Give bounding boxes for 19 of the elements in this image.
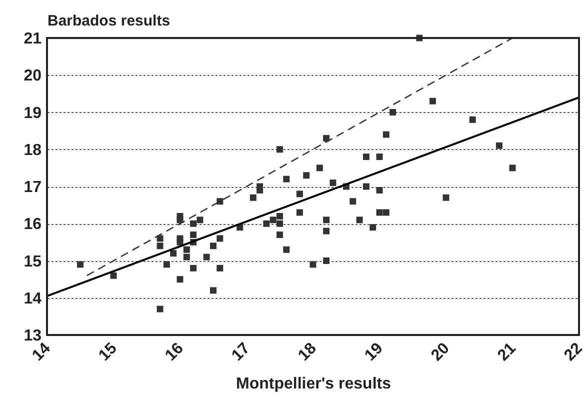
x-tick-label: 20	[428, 340, 453, 364]
x-axis-title: Montpellier's results	[236, 376, 392, 393]
y-tick-label: 15	[24, 253, 42, 270]
y-tick-label: 20	[24, 68, 42, 85]
y-tick-label: 19	[24, 104, 42, 122]
y-axis-title: Barbados results	[48, 12, 170, 30]
x-tick-label: 22	[561, 340, 586, 364]
y-tick-label: 17	[24, 179, 42, 196]
x-tick-label: 21	[494, 340, 520, 364]
y-tick-label: 18	[24, 142, 42, 159]
x-tick-label: 16	[162, 340, 187, 364]
y-tick-label: 14	[24, 290, 42, 308]
y-tick-label: 13	[24, 328, 42, 344]
x-tick-label: 18	[295, 340, 320, 364]
x-tick-label: 19	[362, 340, 386, 364]
x-tick-label: 17	[228, 340, 254, 364]
y-tick-label: 16	[24, 216, 42, 234]
x-tick-label: 15	[96, 340, 120, 364]
y-tick-label: 21	[24, 30, 42, 48]
